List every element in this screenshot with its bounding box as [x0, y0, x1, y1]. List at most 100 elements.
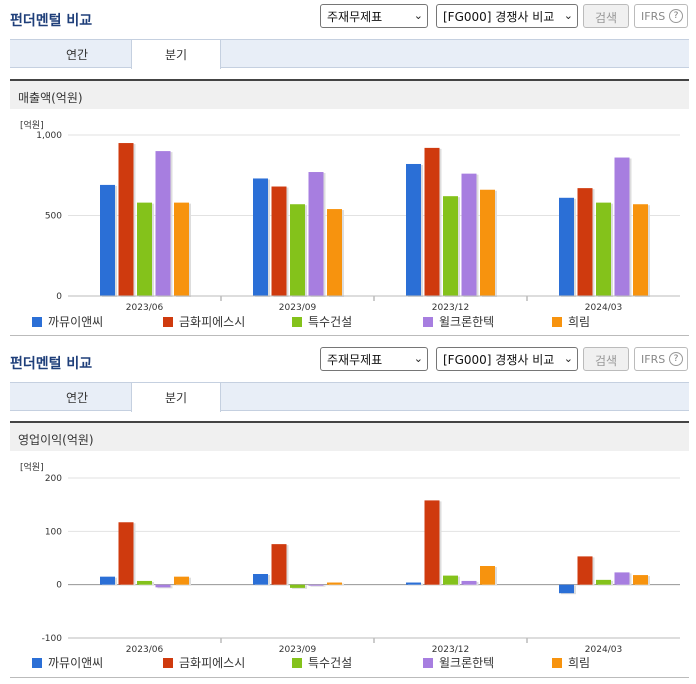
legend-label: 금화피에스시: [179, 315, 246, 329]
legend-label: 희림: [568, 656, 591, 670]
y-tick-label: 0: [56, 581, 62, 591]
bar[interactable]: [424, 500, 440, 585]
peer-group-select[interactable]: [FG000] 경쟁사 비교 ⌄: [436, 4, 578, 28]
bar[interactable]: [480, 189, 495, 296]
bar[interactable]: [614, 572, 630, 585]
ifrs-button[interactable]: IFRS ?: [634, 347, 688, 371]
legend-swatch: [423, 658, 433, 668]
bar[interactable]: [633, 204, 648, 296]
legend-item[interactable]: 금화피에스시: [163, 313, 245, 330]
tab-annual[interactable]: 연간: [65, 391, 89, 405]
ifrs-button[interactable]: IFRS ?: [634, 4, 688, 28]
bar[interactable]: [424, 147, 440, 296]
y-tick-label: 0: [56, 292, 62, 302]
chevron-down-icon: ⌄: [413, 9, 423, 22]
tab-annual[interactable]: 연간: [65, 48, 89, 62]
legend-item[interactable]: 윌크론한텍: [423, 313, 494, 330]
legend-item[interactable]: 희림: [552, 654, 590, 671]
bar[interactable]: [174, 202, 189, 296]
x-tick-label: 2023/12: [432, 303, 469, 313]
bar[interactable]: [577, 188, 593, 296]
bar[interactable]: [461, 580, 477, 585]
bar[interactable]: [174, 576, 189, 585]
y-tick-label: 100: [45, 527, 62, 537]
legend-swatch: [423, 317, 433, 327]
x-tick-label: 2023/12: [432, 645, 469, 655]
legend-swatch: [552, 658, 562, 668]
statement-select-value: 주재무제표: [327, 10, 383, 24]
period-tabs: 연간 분기: [10, 382, 689, 412]
legend-swatch: [32, 317, 42, 327]
tab-quarterly[interactable]: 분기: [131, 383, 221, 412]
legend-item[interactable]: 특수건설: [292, 313, 352, 330]
bar[interactable]: [577, 556, 593, 585]
peer-group-select-value: [FG000] 경쟁사 비교: [443, 10, 555, 24]
panel-header-2: 펀더멘털 비교 주재무제표 ⌄ [FG000] 경쟁사 비교 ⌄ 검색 IFRS…: [0, 343, 696, 377]
statement-select[interactable]: 주재무제표 ⌄: [320, 4, 428, 28]
bar[interactable]: [137, 580, 152, 585]
legend-swatch: [163, 317, 173, 327]
statement-select-value: 주재무제표: [327, 353, 383, 367]
legend-swatch: [163, 658, 173, 668]
legend-item[interactable]: 특수건설: [292, 654, 352, 671]
bar[interactable]: [461, 173, 477, 296]
bar[interactable]: [308, 172, 324, 296]
bar[interactable]: [480, 566, 495, 585]
bar-shadow: [310, 585, 326, 587]
bar[interactable]: [155, 151, 171, 296]
bar[interactable]: [253, 574, 268, 585]
ifrs-label: IFRS: [641, 10, 666, 23]
statement-select[interactable]: 주재무제표 ⌄: [320, 347, 428, 371]
x-tick-label: 2023/06: [126, 303, 164, 313]
legend-item[interactable]: 희림: [552, 313, 590, 330]
bar[interactable]: [596, 579, 611, 585]
legend-label: 윌크론한텍: [439, 656, 495, 670]
bar[interactable]: [443, 575, 458, 585]
bar[interactable]: [596, 202, 611, 296]
help-icon[interactable]: ?: [669, 9, 683, 23]
panel-header-1: 펀더멘털 비교 주재무제표 ⌄ [FG000] 경쟁사 비교 ⌄ 검색 IFRS…: [0, 0, 696, 34]
ifrs-label: IFRS: [641, 353, 666, 366]
page-title: 펀더멘털 비교: [10, 356, 93, 372]
unit-label: [억원]: [20, 463, 44, 473]
legend-swatch: [292, 658, 302, 668]
legend-item[interactable]: 윌크론한텍: [423, 654, 494, 671]
bar[interactable]: [614, 157, 630, 296]
bar[interactable]: [559, 197, 574, 296]
legend-item[interactable]: 까뮤이앤씨: [32, 313, 103, 330]
bar[interactable]: [118, 522, 134, 585]
bar[interactable]: [100, 576, 115, 585]
bar[interactable]: [633, 575, 648, 585]
peer-group-select[interactable]: [FG000] 경쟁사 비교 ⌄: [436, 347, 578, 371]
bar[interactable]: [253, 178, 268, 296]
bar[interactable]: [443, 196, 458, 296]
bar[interactable]: [327, 209, 342, 296]
bar[interactable]: [406, 163, 421, 296]
search-button[interactable]: 검색: [583, 347, 629, 371]
chart-legend: 까뮤이앤씨 금화피에스시 특수건설 윌크론한텍 희림: [0, 313, 696, 329]
bar[interactable]: [559, 584, 574, 594]
peer-group-select-value: [FG000] 경쟁사 비교: [443, 353, 555, 367]
bar[interactable]: [271, 186, 287, 296]
search-button[interactable]: 검색: [583, 4, 629, 28]
legend-swatch: [552, 317, 562, 327]
bar[interactable]: [118, 143, 134, 296]
bar[interactable]: [155, 584, 171, 588]
y-tick-label: -100: [42, 634, 63, 644]
legend-swatch: [292, 317, 302, 327]
bar[interactable]: [100, 184, 115, 296]
bar[interactable]: [290, 204, 305, 296]
bar[interactable]: [308, 584, 324, 586]
tab-quarterly[interactable]: 분기: [131, 40, 221, 69]
legend-label: 희림: [568, 315, 591, 329]
legend-item[interactable]: 금화피에스시: [163, 654, 245, 671]
bar[interactable]: [406, 582, 421, 585]
bar[interactable]: [290, 584, 305, 588]
help-icon[interactable]: ?: [669, 352, 683, 366]
legend-label: 윌크론한텍: [439, 315, 495, 329]
legend-label: 까뮤이앤씨: [48, 656, 104, 670]
bar[interactable]: [137, 202, 152, 296]
bar[interactable]: [327, 582, 342, 585]
legend-item[interactable]: 까뮤이앤씨: [32, 654, 103, 671]
bar[interactable]: [271, 544, 287, 585]
